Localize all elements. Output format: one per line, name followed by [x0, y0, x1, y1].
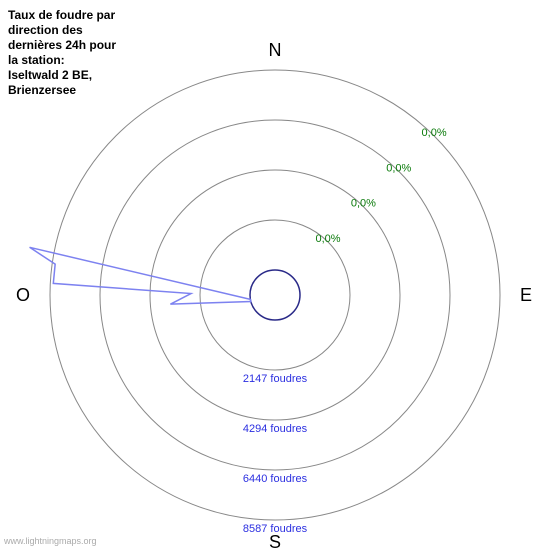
- pct-label: 0,0%: [351, 198, 376, 210]
- count-label: 2147 foudres: [243, 373, 308, 385]
- polar-chart: NESO0,0%0,0%0,0%0,0%2147 foudres4294 fou…: [0, 0, 550, 550]
- grid-ring: [250, 270, 300, 320]
- attribution: www.lightningmaps.org: [4, 536, 97, 546]
- pct-label: 0,0%: [422, 127, 447, 139]
- cardinal-w: O: [16, 285, 30, 305]
- rose-spike: [30, 247, 251, 304]
- cardinal-n: N: [269, 40, 282, 60]
- count-label: 4294 foudres: [243, 423, 308, 435]
- count-label: 8587 foudres: [243, 523, 308, 535]
- pct-label: 0,0%: [386, 162, 411, 174]
- count-label: 6440 foudres: [243, 473, 308, 485]
- pct-label: 0,0%: [315, 233, 340, 245]
- cardinal-e: E: [520, 285, 532, 305]
